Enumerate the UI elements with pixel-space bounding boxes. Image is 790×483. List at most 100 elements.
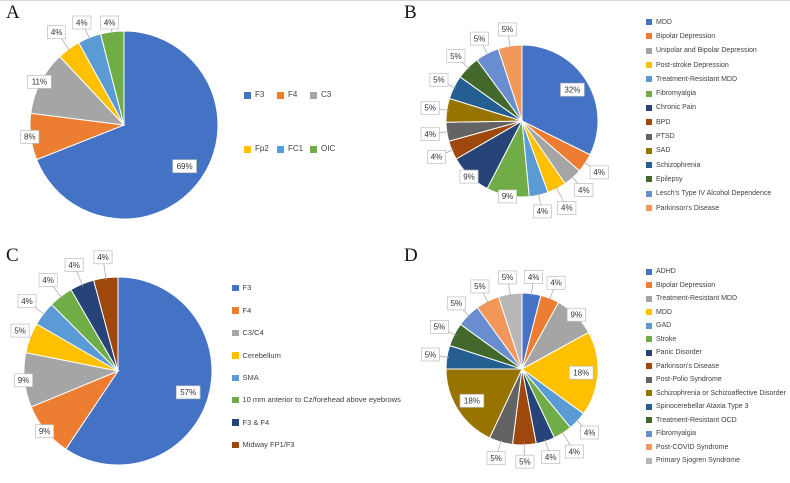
- legend-label: C3: [321, 91, 331, 99]
- legend-color-swatch: [646, 176, 652, 182]
- legend-item: Cerebellum: [232, 344, 401, 366]
- data-label: 4%: [68, 261, 80, 270]
- legend-color-swatch: [232, 330, 239, 337]
- legend-color-swatch: [232, 307, 239, 314]
- legend-item: Parkinson's Disease: [646, 201, 771, 215]
- legend-label: Panic Disorder: [656, 349, 702, 356]
- legend-label: Fibromyalgia: [656, 430, 696, 437]
- legend-item: Epilepsy: [646, 172, 771, 186]
- legend-label: Parkinson's Disease: [656, 363, 719, 370]
- legend-color-swatch: [646, 162, 652, 168]
- legend-color-swatch: [646, 76, 652, 82]
- legend-color-swatch: [646, 323, 652, 329]
- data-label: 5%: [502, 25, 514, 34]
- legend-color-swatch: [244, 146, 251, 153]
- data-label: 5%: [434, 323, 446, 332]
- legend-item: Bipolar Depression: [646, 279, 786, 293]
- legend-color-swatch: [646, 269, 652, 275]
- data-label: 4%: [104, 18, 116, 27]
- legend-item: Lesch's Type IV Alcohol Dependence: [646, 187, 771, 201]
- legend-item: MDD: [646, 306, 786, 320]
- pie-chart-b: 32%4%4%4%4%9%9%4%4%5%5%5%5%5%: [400, 7, 646, 235]
- legend-label: Lesch's Type IV Alcohol Dependence: [656, 190, 771, 197]
- legend-color-swatch: [232, 419, 239, 426]
- legend-color-swatch: [646, 377, 652, 383]
- legend-item: Fp2: [244, 145, 277, 153]
- data-label: 69%: [177, 162, 193, 171]
- legend-item: F3: [232, 277, 401, 299]
- legend-color-swatch: [646, 282, 652, 288]
- legend-color-swatch: [646, 134, 652, 140]
- data-label: 4%: [584, 428, 596, 437]
- legend-color-swatch: [646, 62, 652, 68]
- legend-label: PTSD: [656, 133, 675, 140]
- legend-label: Schizophrenia: [656, 162, 700, 169]
- data-label: 57%: [180, 388, 196, 397]
- legend-label: SAD: [656, 147, 670, 154]
- data-label: 5%: [424, 104, 436, 113]
- legend-color-swatch: [232, 375, 239, 382]
- legend-color-swatch: [277, 146, 284, 153]
- legend-label: Stroke: [656, 336, 676, 343]
- legend-color-swatch: [646, 91, 652, 97]
- legend-color-swatch: [646, 148, 652, 154]
- legend-label: Schizophrenia or Schizoaffective Disorde…: [656, 390, 786, 397]
- data-label: 4%: [545, 453, 557, 462]
- legend-label: Post-COVID Syndrome: [656, 444, 728, 451]
- data-label: 4%: [537, 207, 549, 216]
- legend-label: MDD: [656, 309, 672, 316]
- legend-color-swatch: [232, 285, 239, 292]
- data-label: 4%: [550, 279, 562, 288]
- legend-color-swatch: [646, 363, 652, 369]
- data-label: 5%: [14, 326, 26, 335]
- legend-color-swatch: [646, 444, 652, 450]
- legend-item: ADHD: [646, 265, 786, 279]
- data-label: 9%: [571, 311, 583, 320]
- legend-color-swatch: [244, 92, 251, 99]
- data-label: 4%: [42, 276, 54, 285]
- legend-label: Midway FP1/F3: [243, 441, 295, 449]
- legend-label: Bipolar Depression: [656, 33, 715, 40]
- legend-item: Stroke: [646, 333, 786, 347]
- legend-item: SAD: [646, 144, 771, 158]
- data-label: 4%: [76, 18, 88, 27]
- legend-label: FC1: [288, 145, 303, 153]
- data-label: 5%: [490, 454, 502, 463]
- legend-item: Fibromyalgia: [646, 427, 786, 441]
- data-label: 8%: [24, 133, 36, 142]
- data-label: 5%: [451, 299, 463, 308]
- data-label: 9%: [502, 192, 514, 201]
- legend-item: F4: [232, 299, 401, 321]
- legend-color-swatch: [646, 309, 652, 315]
- data-label: 18%: [573, 369, 589, 378]
- data-label: 5%: [433, 76, 445, 85]
- legend-item: Midway FP1/F3: [232, 434, 401, 456]
- data-label: 4%: [569, 447, 581, 456]
- legend-label: Fp2: [255, 145, 269, 153]
- legend-item: Spinocerebellar Ataxia Type 3: [646, 400, 786, 414]
- legend-item: F4: [277, 91, 310, 99]
- legend-item: Primary Sjogren Syndrome: [646, 454, 786, 468]
- legend-item: SMA: [232, 367, 401, 389]
- legend-color-swatch: [646, 119, 652, 125]
- legend-item: C3: [310, 91, 343, 99]
- data-label: 4%: [593, 168, 605, 177]
- legend-color-swatch: [232, 352, 239, 359]
- legend-label: Treatment-Resistant MDD: [656, 295, 737, 302]
- legend-item: Chronic Pain: [646, 101, 771, 115]
- legend-item: Post-Polio Syndrome: [646, 373, 786, 387]
- legend-item: Treatment-Resistant OCD: [646, 414, 786, 428]
- data-label: 11%: [32, 78, 47, 87]
- legend-color-swatch: [646, 404, 652, 410]
- legend-label: Treatment-Resistant MDD: [656, 76, 737, 83]
- legend-label: BPD: [656, 119, 670, 126]
- legend-item: 10 mm anterior to Cz/forehead above eyeb…: [232, 389, 401, 411]
- data-label: 9%: [463, 172, 475, 181]
- legend-label: F3: [255, 91, 264, 99]
- legend-item: PTSD: [646, 129, 771, 143]
- legend-label: Bipolar Depression: [656, 282, 715, 289]
- legend-color-swatch: [646, 105, 652, 111]
